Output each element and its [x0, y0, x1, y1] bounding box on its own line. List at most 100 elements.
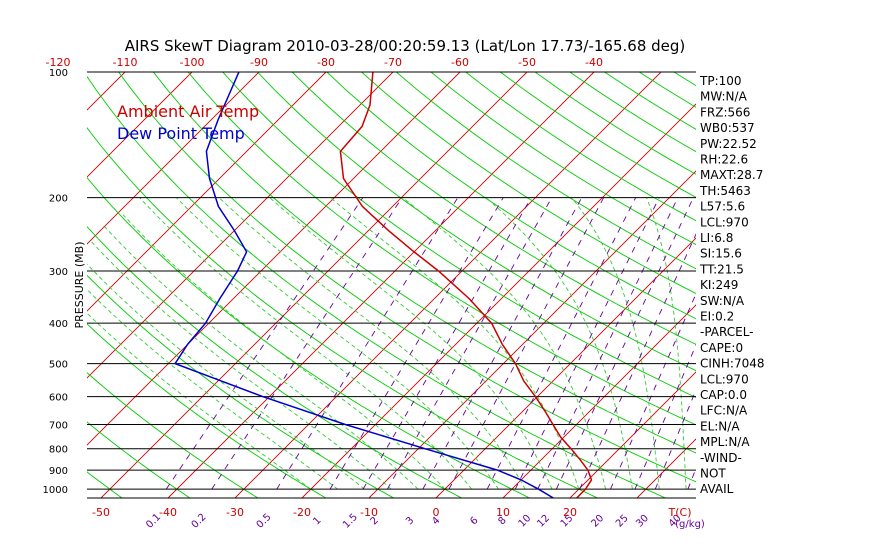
bottom-temp-tick-label: 0 [433, 506, 440, 519]
stat-item: TT:21.5 [699, 262, 744, 276]
dry-adiabat-line [87, 421, 191, 498]
top-temp-tick-label: -70 [384, 56, 402, 69]
stat-item: LCL:970 [700, 215, 749, 229]
bottom-temp-unit: T(C) [668, 506, 692, 519]
top-temp-tick-label: -50 [518, 56, 536, 69]
dry-adiabat-line [87, 372, 259, 498]
stat-item: CINH:7048 [700, 357, 765, 371]
stat-item: PW:22.52 [700, 137, 757, 151]
dry-adiabat-line [87, 323, 327, 498]
dry-adiabat-line [361, 72, 696, 295]
dry-adiabat-line [118, 72, 696, 483]
stat-item: EI:0.2 [700, 310, 734, 324]
isotherm-line [435, 237, 696, 498]
isotherm-line [87, 72, 461, 446]
mixing-ratio-line [610, 292, 696, 490]
dry-adiabat-line [87, 176, 530, 498]
chart-title: AIRS SkewT Diagram 2010-03-28/00:20:59.1… [125, 37, 686, 55]
mixing-ratio-line [386, 197, 553, 490]
bottom-temp-tick-label: -10 [360, 506, 378, 519]
mixing-ratio-line [537, 197, 679, 490]
bottom-temp-tick-label: -50 [92, 506, 110, 519]
stat-item: CAPE:0 [700, 341, 743, 355]
pressure-tick-label: 200 [49, 194, 68, 205]
stat-item: SI:15.6 [700, 247, 742, 261]
stat-item: LCL:970 [700, 372, 749, 386]
moist-adiabat-line [87, 312, 312, 490]
moist-adiabat-line [90, 241, 392, 490]
stat-item: LFC:N/A [700, 404, 748, 418]
pressure-tick-label: 300 [49, 267, 68, 278]
stat-item: -WIND- [700, 451, 742, 465]
axes: 0.1 0.2 0.5 1 1.5 2 3 4 6 8 10 12 15 20 25 30 4010020030… [43, 56, 705, 531]
stat-item: AVAIL [700, 482, 734, 496]
pressure-tick-label: 600 [49, 393, 68, 404]
isotherm-line [87, 72, 193, 178]
legend-ambient-air-temp: Ambient Air Temp [117, 102, 259, 121]
moist-adiabat-line [87, 288, 338, 490]
stat-item: CAP:0.0 [700, 388, 747, 402]
top-temp-tick-label: -100 [180, 56, 205, 69]
dry-adiabat-line [291, 72, 696, 345]
stat-item: MPL:N/A [700, 435, 750, 449]
moist-adiabat-line [402, 197, 607, 490]
moist-adiabat-line [122, 214, 446, 490]
top-temp-tick-label: -80 [317, 56, 335, 69]
ambient-air-temp-line [339, 72, 593, 498]
dry-adiabat-line [0, 72, 54, 498]
dry-adiabat-line [87, 274, 394, 498]
isotherm-line [87, 72, 327, 312]
dry-adiabat-lines [0, 72, 870, 498]
dry-adiabat-line [396, 72, 696, 270]
moist-adiabat-line [87, 263, 365, 490]
dry-adiabat-line [743, 72, 870, 498]
mixing-ratio-line [448, 197, 605, 490]
y-axis-label: PRESSURE (MB) [73, 242, 86, 329]
stat-item: LI:6.8 [700, 231, 733, 245]
dry-adiabat-line [222, 72, 696, 398]
mixing-ratio-label: 6 [468, 515, 480, 527]
pressure-tick-label: 500 [49, 360, 68, 371]
dry-adiabat-line [430, 72, 696, 246]
isotherm-line [771, 72, 870, 498]
stat-item: MW:N/A [700, 90, 748, 104]
mixing-ratio-label: 20 [589, 513, 606, 530]
dry-adiabat-line [257, 72, 696, 372]
mixing-ratio-line [211, 197, 403, 490]
stat-item: KI:249 [700, 278, 738, 292]
pressure-tick-label: 1000 [43, 485, 68, 496]
dry-adiabat-line [813, 72, 870, 498]
stat-item: EL:N/A [700, 419, 740, 433]
mixing-ratio-unit: (g/kg) [675, 519, 705, 530]
mixing-ratio-label: 1 [311, 515, 323, 527]
stat-item: FRZ:566 [700, 105, 750, 119]
moist-adiabat-line [175, 197, 499, 490]
isotherm-lines [87, 72, 870, 498]
mixing-ratio-line [654, 388, 696, 490]
stat-item: TP:100 [699, 74, 742, 88]
dry-adiabat-line [778, 72, 870, 498]
legend-dew-point-temp: Dew Point Temp [117, 124, 245, 143]
pressure-tick-label: 400 [49, 319, 68, 330]
stat-item: WB0:537 [700, 121, 755, 135]
stat-item: RH:22.6 [700, 153, 748, 167]
mixing-ratio-line [329, 197, 504, 490]
stat-item: TH:5463 [699, 184, 751, 198]
stat-item: MAXT:28.7 [700, 168, 763, 182]
mixing-ratio-label: 10 [517, 513, 534, 530]
bottom-temp-tick-label: -40 [159, 506, 177, 519]
mixing-ratio-line [165, 197, 364, 490]
mixing-ratio-lines [165, 197, 696, 490]
moist-adiabat-lines [87, 197, 687, 490]
mixing-ratio-line [486, 197, 637, 490]
top-temp-tick-label: -60 [451, 56, 469, 69]
dry-adiabat-line [465, 72, 696, 222]
mixing-ratio-line [362, 197, 532, 490]
dry-adiabat-line [187, 72, 696, 426]
mixing-ratio-label: 25 [614, 513, 631, 530]
isotherm-line [100, 72, 528, 498]
isotherm-line [87, 72, 126, 111]
bottom-temp-tick-label: 20 [563, 506, 577, 519]
